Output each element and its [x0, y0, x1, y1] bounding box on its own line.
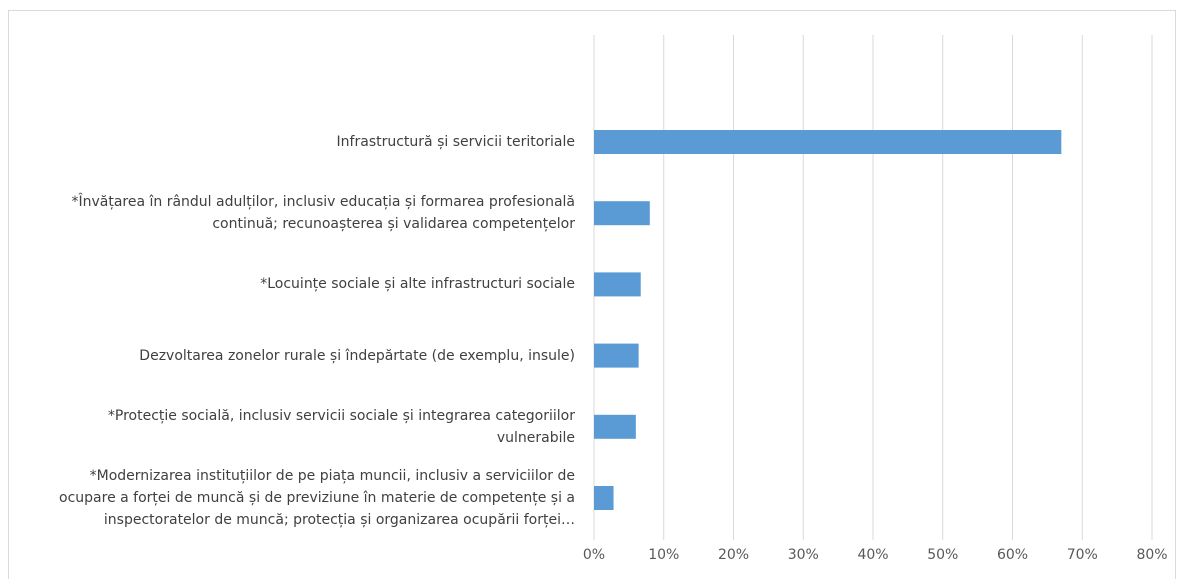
bar [594, 414, 636, 439]
x-tick-label: 50% [927, 547, 959, 563]
x-tick-label: 70% [1066, 547, 1098, 563]
x-tick-label: 80% [1136, 547, 1168, 563]
bar [594, 486, 614, 510]
bar [594, 201, 650, 226]
y-tick-label: Dezvoltarea zonelor rurale și îndepărtat… [139, 347, 575, 364]
x-tick-label: 10% [648, 547, 680, 563]
bar [594, 130, 1062, 154]
bar [594, 343, 639, 368]
chart-frame [8, 10, 1176, 579]
x-tick-label: 30% [787, 547, 819, 563]
y-tick-label: *Locuințe sociale și alte infrastructuri… [260, 276, 575, 293]
x-tick-label: 60% [996, 547, 1029, 563]
x-tick-label: 0% [582, 547, 606, 563]
y-tick-label: *Modernizarea instituțiilor de pe piața … [59, 468, 575, 528]
y-tick-label: *Învățarea în rândul adulților, inclusiv… [71, 194, 575, 233]
x-tick-label: 20% [717, 547, 750, 563]
bar [594, 272, 641, 297]
x-tick-label: 40% [857, 547, 889, 563]
y-tick-label: *Protecție socială, inclusiv servicii so… [107, 407, 575, 446]
y-tick-label: Infrastructură și servicii teritoriale [336, 134, 575, 150]
